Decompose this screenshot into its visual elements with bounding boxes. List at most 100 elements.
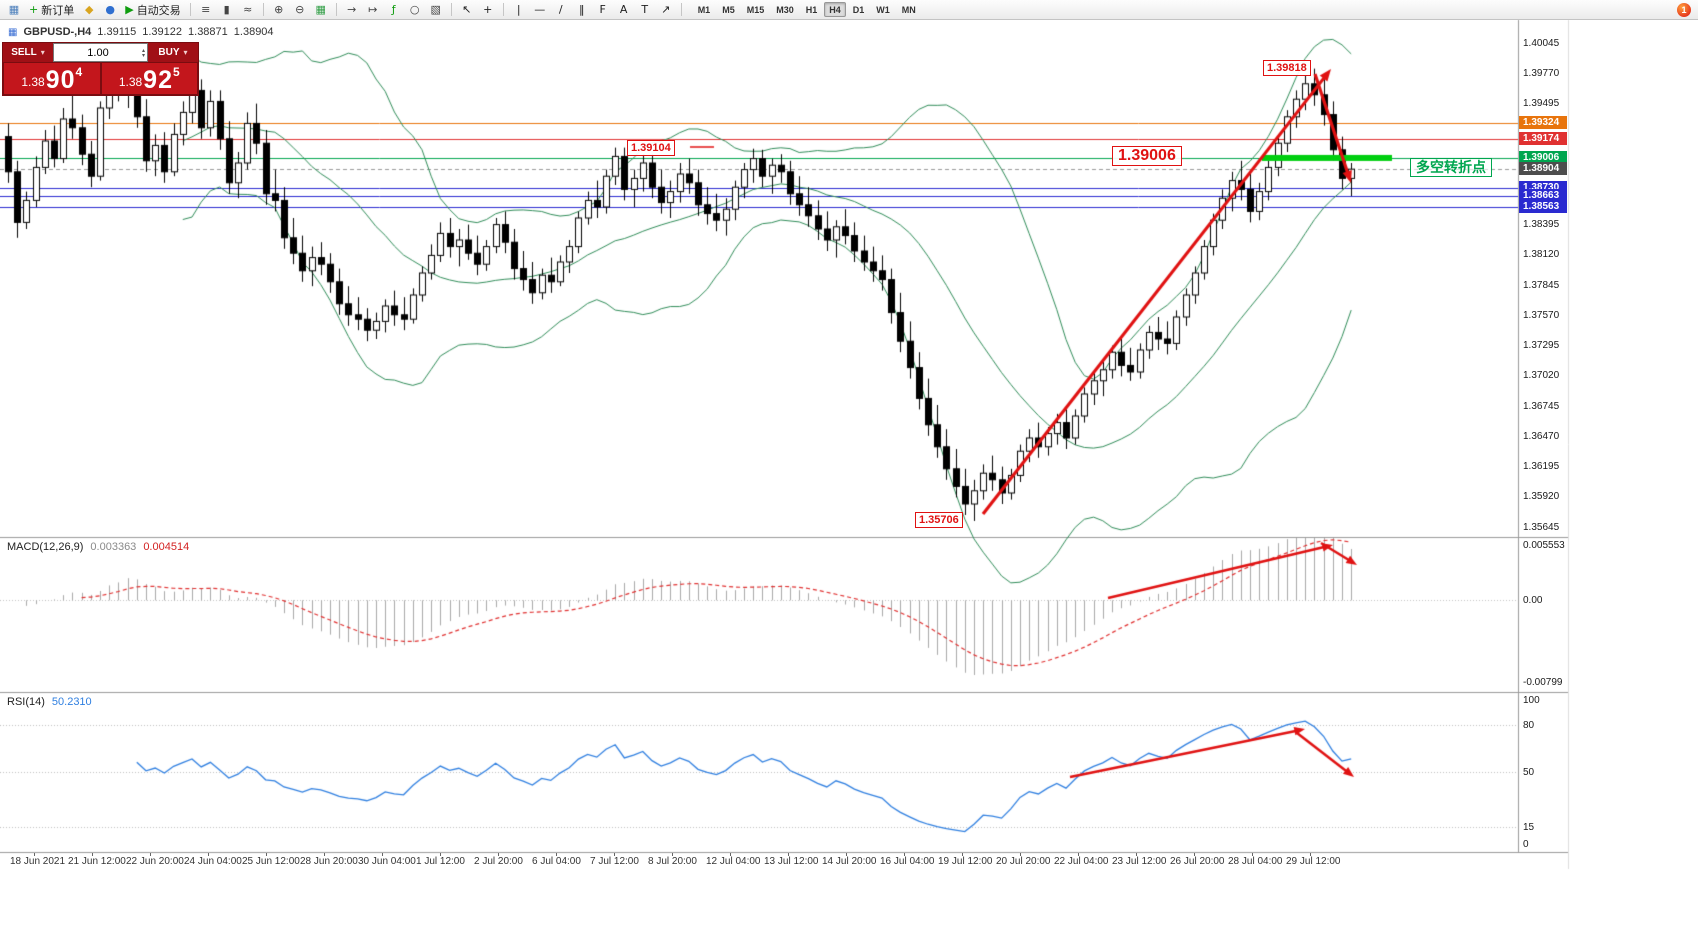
buy-price-display[interactable]: 1.38 92 5 (101, 63, 197, 94)
macd-name: MACD(12,26,9) (7, 541, 84, 553)
buy-button-label: BUY (158, 47, 180, 58)
sell-button-label: SELL (11, 47, 37, 58)
time-axis-tick (498, 853, 499, 856)
templates-icon[interactable]: ▧ (426, 1, 446, 18)
arrows-icon[interactable]: ↗ (656, 1, 676, 18)
sell-price-whole: 1.38 (21, 75, 45, 89)
timeframe-button-d1[interactable]: D1 (852, 4, 865, 15)
price-axis-tick: 1.39495 (1523, 98, 1560, 110)
crosshair-icon[interactable]: + (478, 1, 498, 18)
trendline-icon[interactable]: / (551, 1, 571, 18)
timeframe-button-m1[interactable]: M1 (697, 4, 711, 15)
text-icon[interactable]: A (614, 1, 634, 18)
new-order-button[interactable]: + 新订单 (25, 1, 78, 18)
timeframe-button-m15[interactable]: M15 (746, 4, 765, 15)
bar-chart-icon[interactable]: ≡ (196, 1, 216, 18)
volume-decrement-icon[interactable]: ▾ (141, 51, 145, 59)
time-axis-tick (1020, 853, 1021, 856)
chart-window-icon[interactable]: ▦ (4, 1, 24, 18)
timeframe-button-h1[interactable]: H1 (805, 4, 818, 15)
sell-button[interactable]: SELL ▾ (3, 43, 53, 62)
vertical-line-icon[interactable]: | (509, 1, 529, 18)
timeframe-button-m30[interactable]: M30 (776, 4, 794, 15)
rsi-axis-tick: 15 (1523, 822, 1535, 834)
macd-main-value: 0.003363 (90, 541, 137, 553)
volume-spinner[interactable]: ▴ ▾ (141, 46, 145, 59)
notification-badge[interactable]: 1 (1677, 3, 1691, 17)
templates-icon: ▧ (430, 3, 441, 16)
toolbar-buttons: ▦ + 新订单 ◆ ● ▶ 自动交易 ≡ ▮ ≈ ⊕ ⊖ ▦ → ↦ ƒ ○ ▧ ↖ + | — / ‖ F A T ↗ (4, 1, 686, 18)
autotrade-button-label: 自动交易 (136, 4, 181, 17)
trendline-icon: / (558, 3, 563, 16)
buy-price-point: 5 (172, 65, 180, 79)
cursor-icon[interactable]: ↖ (457, 1, 477, 18)
timeframe-button-m5[interactable]: M5 (722, 4, 735, 15)
time-axis-tick (266, 853, 267, 856)
buy-options-caret-icon[interactable]: ▾ (183, 48, 188, 57)
line-chart-icon[interactable]: ≈ (238, 1, 258, 18)
rsi-axis-tick: 100 (1523, 695, 1540, 706)
chart-symbol-icon: ▦ (8, 26, 18, 38)
zoom-in-icon[interactable]: ⊕ (269, 1, 289, 18)
chart-window-icon: ▦ (8, 3, 20, 16)
fibonacci-icon: F (599, 3, 606, 16)
tile-windows-icon: ▦ (315, 3, 326, 16)
volume-field[interactable]: ▴ ▾ (53, 43, 148, 62)
wizard-icon[interactable]: ◆ (79, 1, 99, 18)
price-axis-mark: 1.38563 (1519, 199, 1567, 213)
community-icon: ● (105, 3, 116, 16)
cursor-icon: ↖ (462, 3, 472, 16)
time-axis-tick (672, 853, 673, 856)
toolbar-separator (680, 3, 682, 16)
autotrade-icon: ▶ (125, 3, 134, 16)
volume-input[interactable] (54, 46, 142, 59)
timeframe-button-w1[interactable]: W1 (876, 4, 890, 15)
autotrade-button[interactable]: ▶ 自动交易 (121, 1, 184, 18)
time-axis-label: 22 Jul 04:00 (1054, 856, 1109, 867)
auto-scroll-icon[interactable]: → (342, 1, 362, 18)
price-axis-tick: 1.36470 (1523, 430, 1560, 442)
toolbar-separator (502, 3, 504, 16)
candlestick-chart-icon[interactable]: ▮ (217, 1, 237, 18)
price-axis-mark: 1.39324 (1519, 115, 1567, 129)
volume-increment-icon[interactable]: ▴ (141, 46, 145, 54)
buy-price-pips: 92 (143, 66, 173, 94)
buy-button[interactable]: BUY ▾ (148, 43, 198, 62)
horizontal-line-icon[interactable]: — (530, 1, 550, 18)
time-axis-tick (150, 853, 151, 856)
time-axis-label: 21 Jun 12:00 (68, 856, 126, 867)
indicators-icon[interactable]: ƒ (384, 1, 404, 18)
time-axis-label: 24 Jun 04:00 (184, 856, 242, 867)
price-axis-tick: 1.36195 (1523, 461, 1560, 473)
time-axis-label: 2 Jul 20:00 (474, 856, 523, 867)
resistance-callout-label[interactable]: 1.39104 (627, 140, 675, 156)
ohlc-high: 1.39122 (142, 26, 183, 38)
time-axis-tick (962, 853, 963, 856)
timeframe-button-mn[interactable]: MN (901, 4, 916, 15)
rsi-axis-tick: 0 (1523, 839, 1529, 850)
time-axis-label: 1 Jul 12:00 (416, 856, 465, 867)
text-label-icon[interactable]: T (635, 1, 655, 18)
crosshair-icon: + (483, 3, 493, 16)
periods-icon[interactable]: ○ (405, 1, 425, 18)
support-price-label[interactable]: 1.39006 (1112, 146, 1182, 166)
channel-icon[interactable]: ‖ (572, 1, 592, 18)
sell-options-caret-icon[interactable]: ▾ (40, 48, 45, 57)
price-axis-tick: 1.37295 (1523, 340, 1560, 352)
chart-shift-icon[interactable]: ↦ (363, 1, 383, 18)
peak-price-label[interactable]: 1.39818 (1263, 60, 1311, 76)
low-price-label[interactable]: 1.35706 (915, 512, 963, 528)
zoom-out-icon[interactable]: ⊖ (290, 1, 310, 18)
macd-indicator-label: MACD(12,26,9) 0.003363 0.004514 (5, 541, 192, 553)
tile-windows-icon[interactable]: ▦ (311, 1, 331, 18)
sell-price-display[interactable]: 1.38 90 4 (4, 63, 100, 94)
time-axis-tick (788, 853, 789, 856)
fibonacci-icon[interactable]: F (593, 1, 613, 18)
turning-point-note[interactable]: 多空转折点 (1410, 158, 1492, 177)
time-axis-label: 26 Jul 20:00 (1170, 856, 1225, 867)
community-icon[interactable]: ● (100, 1, 120, 18)
time-axis-label: 18 Jun 2021 (10, 856, 66, 867)
timeframe-button-h4[interactable]: H4 (824, 2, 846, 17)
